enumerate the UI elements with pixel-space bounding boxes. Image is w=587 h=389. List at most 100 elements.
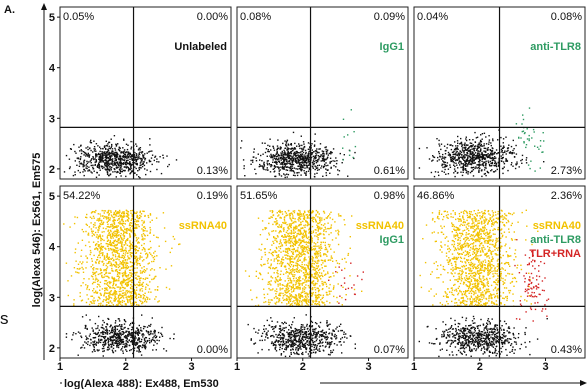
event-dot [478, 158, 481, 161]
event-dot [294, 158, 297, 161]
event-dot [327, 216, 329, 218]
event-dot [255, 160, 258, 162]
event-dot [142, 154, 144, 157]
event-dot [470, 153, 473, 155]
event-dot [142, 229, 144, 231]
event-dot [325, 158, 328, 160]
event-dot [87, 146, 89, 148]
event-dot [453, 168, 456, 170]
event-dot [87, 234, 89, 236]
event-dot [271, 156, 274, 158]
event-dot [318, 217, 321, 219]
event-dot [302, 149, 305, 151]
event-dot [74, 248, 77, 250]
event-dot [115, 151, 118, 154]
event-dot [255, 275, 257, 277]
event-dot [288, 154, 290, 157]
event-dot [131, 331, 133, 334]
event-dot [126, 162, 129, 164]
event-dot [321, 280, 323, 283]
event-dot [116, 264, 118, 266]
event-dot [119, 150, 121, 152]
event-dot [267, 281, 270, 283]
event-dot [137, 339, 139, 341]
event-dot [137, 304, 140, 306]
event-dot [288, 156, 290, 158]
event-dot [275, 303, 277, 305]
event-dot [271, 216, 273, 219]
event-dot [141, 151, 144, 153]
event-dot [476, 149, 478, 151]
event-dot [467, 150, 469, 152]
event-dot [480, 156, 483, 158]
event-dot [129, 222, 132, 224]
event-dot [447, 168, 450, 170]
event-dot [271, 289, 273, 291]
event-dot [143, 210, 145, 213]
event-dot [454, 175, 456, 178]
event-dot [131, 157, 133, 160]
event-dot [115, 337, 117, 339]
event-dot [93, 234, 96, 236]
event-dot [125, 243, 127, 245]
event-dot [111, 145, 113, 147]
event-dot [302, 151, 305, 154]
event-dot [306, 298, 308, 300]
event-dot [353, 131, 355, 133]
event-dot [449, 164, 451, 166]
event-dot [142, 161, 144, 163]
event-dot [286, 295, 288, 297]
event-dot [286, 162, 289, 164]
x-tick-label: 3 [188, 361, 194, 373]
event-dot [118, 259, 120, 261]
event-dot [92, 264, 94, 266]
event-dot [295, 225, 297, 227]
event-dot [124, 259, 126, 261]
event-dot [117, 249, 119, 252]
event-dot [131, 273, 133, 275]
event-dot [115, 240, 117, 243]
event-dot [139, 282, 141, 284]
event-dot [91, 230, 93, 232]
event-dot [276, 220, 278, 222]
event-dot [283, 153, 285, 156]
event-dot [272, 168, 274, 170]
event-dot [339, 152, 341, 155]
event-dot [99, 247, 101, 249]
event-dot [307, 156, 309, 158]
event-dot [471, 145, 474, 147]
event-dot [98, 262, 100, 265]
event-dot [463, 159, 465, 161]
event-dot [297, 154, 299, 156]
event-dot [135, 224, 138, 226]
event-dot [318, 250, 320, 252]
event-dot [135, 245, 137, 247]
event-dot [125, 345, 128, 347]
event-dot [91, 302, 93, 305]
event-dot [298, 165, 300, 167]
event-dot [466, 155, 469, 157]
event-dot [259, 163, 261, 166]
event-dot [101, 274, 103, 277]
event-dot [108, 243, 110, 246]
event-dot [330, 152, 332, 154]
event-dot [113, 335, 115, 338]
event-dot [149, 298, 151, 300]
event-dot [116, 225, 118, 227]
event-dot [141, 314, 143, 316]
event-dot [119, 236, 122, 238]
population-0 [418, 129, 545, 178]
event-dot [293, 148, 295, 150]
event-dot [287, 284, 289, 286]
event-dot [479, 153, 481, 156]
event-dot [155, 336, 157, 338]
event-dot [466, 163, 469, 165]
event-dot [118, 165, 121, 167]
event-dot [315, 213, 317, 216]
event-dot [479, 167, 481, 170]
event-dot [115, 262, 118, 265]
event-dot [106, 255, 108, 257]
event-dot [89, 333, 91, 335]
event-dot [450, 156, 453, 158]
